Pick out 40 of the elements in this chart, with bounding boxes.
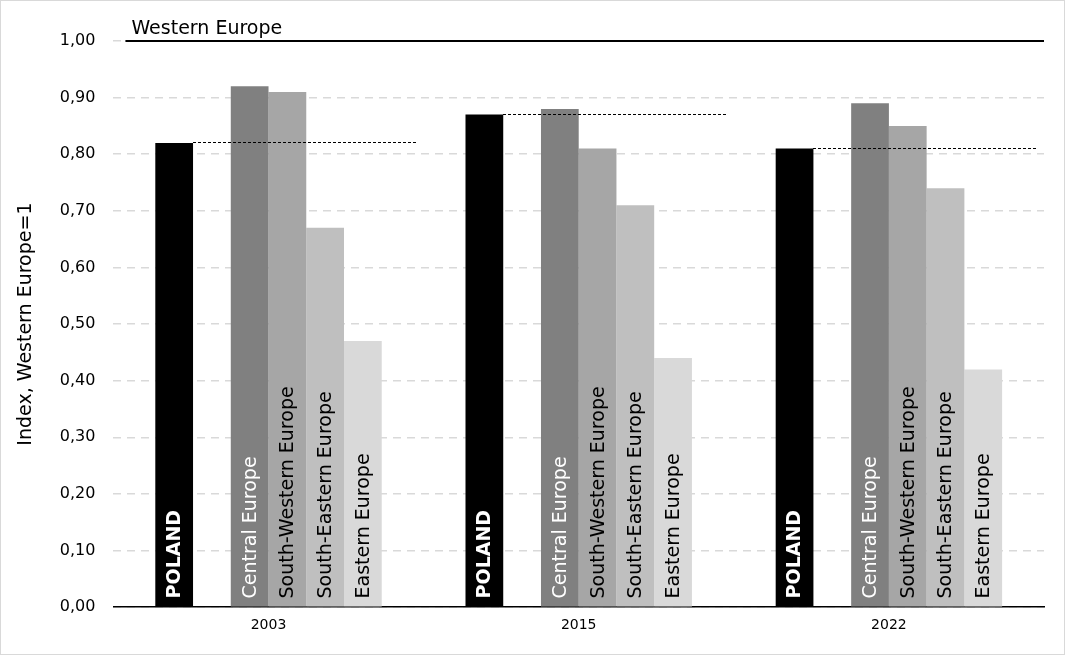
bar [578,148,617,607]
x-tick-label: 2003 [250,616,287,633]
text: South-Western Europe [895,386,918,599]
bar [230,86,269,607]
bar [306,227,344,607]
series-label: Eastern Europe [661,453,683,599]
y-tick-label: 0,70 [59,200,96,220]
x-tick-label: 2015 [560,616,597,633]
bar [540,108,579,607]
text: Central Europe [237,456,260,599]
y-tick-label: 0,00 [59,596,96,616]
y-tick-label: 0,80 [59,143,96,163]
y-tick-label: 0,10 [59,539,96,559]
series-label: South-Eastern Europe [623,391,646,599]
text: South-Western Europe [275,386,298,599]
y-tick-label: 1,00 [59,30,96,50]
text: South-Eastern Europe [313,391,336,599]
text: Eastern Europe [350,453,373,599]
y-tick-label: 0,30 [59,426,96,446]
x-tick-label: 2022 [871,616,907,633]
y-tick-label: 0,20 [59,483,96,503]
bar [888,125,927,607]
y-tick-label: 0,60 [59,256,96,276]
y-tick-label: 0,50 [59,313,96,333]
text: South-Eastern Europe [933,391,956,599]
text: Eastern Europe [971,453,994,599]
text: POLAND [782,509,805,599]
bar [926,188,965,607]
y-tick-label: 0,40 [59,369,96,389]
series-label: South-Western Europe [585,386,608,599]
text: POLAND [472,509,495,599]
y-axis-title: Index, Western Europe=1 [13,202,36,446]
bar [851,103,889,607]
text: Central Europe [857,456,880,599]
ref-line-label: Western Europe [131,16,283,39]
bar [268,91,307,607]
series-label: Central Europe [547,456,570,599]
bar [616,205,655,607]
series-label: POLAND [162,509,185,599]
y-tick-label: 0,90 [59,86,96,106]
